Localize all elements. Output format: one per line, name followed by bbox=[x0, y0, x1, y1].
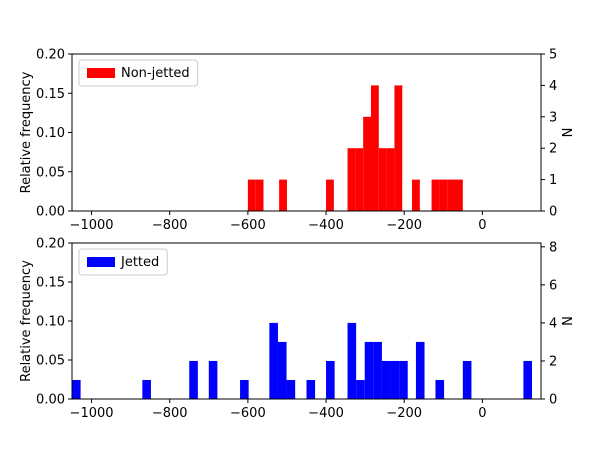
non-jetted-y-ticks-right: 0 1 2 3 4 5 bbox=[541, 48, 557, 220]
jetted-bar bbox=[373, 341, 382, 399]
jetted-bar bbox=[364, 341, 374, 399]
jetted-bar bbox=[306, 379, 316, 399]
jetted-bar bbox=[72, 379, 81, 399]
jetted-y-tick-right-label: 2 bbox=[549, 354, 557, 369]
jetted-bar bbox=[523, 360, 533, 399]
jetted-y-tick-left-label: 0.15 bbox=[36, 276, 65, 291]
non-jetted-legend-box bbox=[78, 59, 199, 87]
non-jetted-y-tick-right-label: 0 bbox=[549, 205, 557, 220]
non-jetted-ylabel-left: Relative frequency bbox=[19, 71, 34, 193]
jetted-bar bbox=[356, 379, 365, 399]
jetted-bar bbox=[390, 360, 400, 399]
jetted-bar bbox=[286, 379, 296, 399]
jetted-bar bbox=[399, 360, 408, 399]
jetted-y-tick-left-label: 0.20 bbox=[36, 237, 65, 252]
jetted-y-tick-right-label: 0 bbox=[549, 393, 557, 408]
non-jetted-legend: Non-jetted bbox=[78, 59, 199, 87]
jetted-bar bbox=[189, 360, 198, 399]
non-jetted-y-tick-left-label: 0.20 bbox=[36, 48, 65, 63]
non-jetted-legend-label: Non-jetted bbox=[121, 66, 190, 81]
jetted-y-tick-left-label: 0.05 bbox=[36, 354, 65, 369]
jetted-bar bbox=[435, 379, 445, 399]
jetted-y-tick-right-label: 4 bbox=[549, 316, 557, 331]
non-jetted-x-tick-label: −1000 bbox=[70, 218, 114, 233]
non-jetted-x-ticks: −1000 −800 −600 −400 −200 0 bbox=[70, 211, 487, 233]
jetted-bar bbox=[347, 322, 357, 399]
jetted-bars bbox=[72, 322, 533, 399]
non-jetted-ylabel-right: N bbox=[558, 128, 573, 138]
non-jetted-y-tick-right-label: 1 bbox=[549, 173, 557, 188]
jetted-bar bbox=[381, 360, 391, 399]
non-jetted-y-tick-right-label: 2 bbox=[549, 142, 557, 157]
jetted-x-tick-label: −600 bbox=[230, 406, 266, 421]
jetted-panel: −1000 −800 −600 −400 −200 0 0.000.050.100.150… bbox=[19, 237, 573, 422]
non-jetted-x-tick-label: −600 bbox=[230, 218, 266, 233]
non-jetted-y-tick-left-label: 0.05 bbox=[36, 165, 65, 180]
jetted-legend: Jetted bbox=[78, 248, 168, 276]
non-jetted-legend-swatch bbox=[87, 68, 115, 78]
non-jetted-bar bbox=[431, 179, 440, 211]
non-jetted-y-tick-left-label: 0.00 bbox=[36, 205, 65, 220]
non-jetted-x-tick-label: −400 bbox=[308, 218, 344, 233]
non-jetted-y-tick-right-label: 5 bbox=[549, 48, 557, 63]
jetted-bar bbox=[142, 379, 151, 399]
jetted-legend-box bbox=[78, 248, 168, 276]
jetted-y-ticks-right: 0 2 4 6 8 bbox=[541, 240, 557, 408]
non-jetted-bar bbox=[394, 85, 403, 211]
jetted-legend-label: Jetted bbox=[120, 255, 159, 270]
non-jetted-bar bbox=[370, 85, 379, 211]
non-jetted-bars bbox=[247, 85, 463, 211]
non-jetted-bar bbox=[455, 179, 463, 211]
jetted-x-tick-label: −400 bbox=[308, 406, 344, 421]
jetted-y-tick-left-label: 0.00 bbox=[36, 393, 65, 408]
jetted-bar bbox=[277, 341, 287, 399]
jetted-x-tick-label: 0 bbox=[478, 406, 486, 421]
non-jetted-y-tick-right-label: 3 bbox=[549, 110, 557, 125]
jetted-ylabel-right: N bbox=[558, 316, 573, 326]
non-jetted-bar bbox=[386, 148, 395, 211]
non-jetted-y-tick-left-label: 0.10 bbox=[36, 126, 65, 141]
non-jetted-x-tick-label: −800 bbox=[152, 218, 188, 233]
non-jetted-bar bbox=[255, 179, 264, 211]
non-jetted-bar bbox=[439, 179, 448, 211]
non-jetted-y-tick-left-label: 0.15 bbox=[36, 87, 65, 102]
non-jetted-bar bbox=[279, 179, 287, 211]
jetted-bar bbox=[415, 341, 425, 399]
non-jetted-bar bbox=[412, 179, 420, 211]
jetted-legend-swatch bbox=[87, 257, 115, 267]
non-jetted-bar bbox=[363, 116, 371, 211]
jetted-x-ticks: −1000 −800 −600 −400 −200 0 bbox=[70, 399, 487, 421]
non-jetted-y-tick-right-label: 4 bbox=[549, 79, 557, 94]
jetted-y-tick-left-label: 0.10 bbox=[36, 315, 65, 330]
jetted-ylabel-left: Relative frequency bbox=[19, 260, 34, 382]
non-jetted-bar bbox=[326, 179, 334, 211]
non-jetted-x-tick-label: 0 bbox=[478, 218, 486, 233]
non-jetted-bar bbox=[347, 148, 356, 211]
non-jetted-bar bbox=[378, 148, 387, 211]
jetted-bar bbox=[269, 322, 278, 399]
jetted-y-ticks-left: 0.00 0.05 0.10 0.15 0.20 bbox=[36, 237, 72, 408]
non-jetted-bar bbox=[355, 148, 364, 211]
non-jetted-y-ticks-left: 0.00 0.05 0.10 0.15 0.20 bbox=[36, 48, 72, 220]
jetted-y-tick-right-label: 6 bbox=[549, 278, 557, 293]
jetted-y-tick-right-label: 8 bbox=[549, 240, 557, 255]
non-jetted-bar bbox=[247, 179, 256, 211]
jetted-x-tick-label: −200 bbox=[386, 406, 422, 421]
non-jetted-panel: −1000 −800 −600 −400 −200 0 0.000.050.100.150… bbox=[19, 48, 573, 234]
jetted-bar bbox=[462, 360, 472, 399]
non-jetted-bar bbox=[447, 179, 456, 211]
jetted-bar bbox=[208, 360, 218, 399]
non-jetted-x-tick-label: −200 bbox=[386, 218, 422, 233]
jetted-x-tick-label: −800 bbox=[152, 406, 188, 421]
jetted-bar bbox=[326, 360, 335, 399]
jetted-x-tick-label: −1000 bbox=[70, 406, 114, 421]
jetted-bar bbox=[240, 379, 249, 399]
